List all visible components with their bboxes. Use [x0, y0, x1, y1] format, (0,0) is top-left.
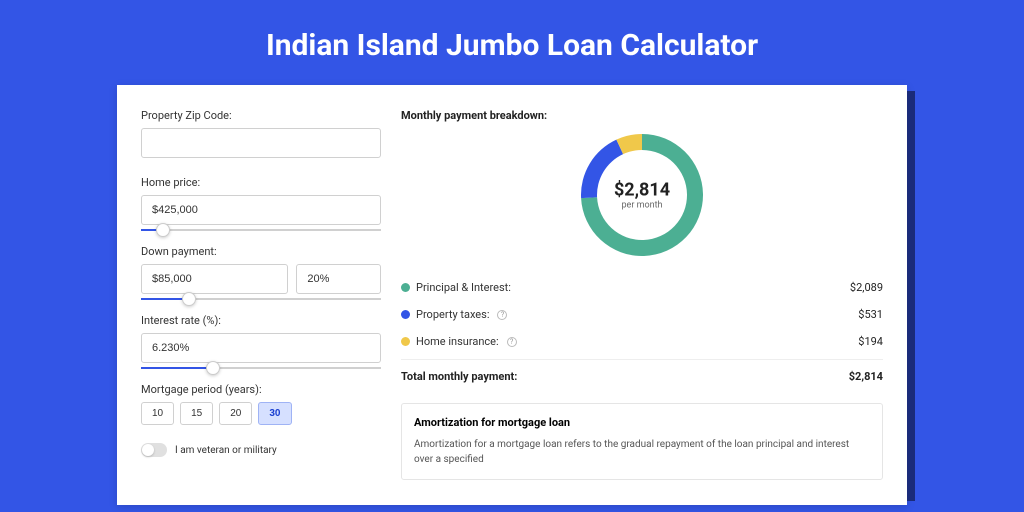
amortization-box: Amortization for mortgage loan Amortizat…	[401, 403, 883, 480]
period-option-20[interactable]: 20	[219, 402, 252, 425]
home-price-slider-thumb[interactable]	[156, 223, 170, 237]
legend-value-insurance: $194	[858, 335, 883, 348]
form-panel: Property Zip Code: Home price: Down paym…	[141, 109, 381, 481]
zip-label: Property Zip Code:	[141, 109, 381, 122]
down-payment-label: Down payment:	[141, 245, 381, 258]
breakdown-panel: Monthly payment breakdown: $2,814 per mo…	[401, 109, 883, 481]
down-payment-slider[interactable]	[141, 298, 381, 300]
legend-value-taxes: $531	[858, 308, 883, 321]
zip-input[interactable]	[141, 128, 381, 158]
interest-rate-input[interactable]	[141, 333, 381, 363]
interest-rate-label: Interest rate (%):	[141, 314, 381, 327]
donut-amount: $2,814	[614, 180, 670, 201]
legend-value-pi: $2,089	[850, 281, 883, 294]
down-payment-percent-input[interactable]	[296, 264, 381, 294]
interest-rate-slider-thumb[interactable]	[206, 361, 220, 375]
legend-row-insurance: Home insurance: ? $194	[401, 328, 883, 355]
down-payment-group: Down payment:	[141, 245, 381, 300]
interest-rate-group: Interest rate (%):	[141, 314, 381, 369]
down-payment-amount-input[interactable]	[141, 264, 288, 294]
home-price-group: Home price:	[141, 176, 381, 231]
legend-label-pi: Principal & Interest:	[416, 281, 511, 294]
down-payment-slider-thumb[interactable]	[182, 292, 196, 306]
donut-chart: $2,814 per month	[401, 134, 883, 256]
legend-label-insurance: Home insurance:	[416, 335, 499, 348]
dot-property-taxes	[401, 310, 410, 319]
zip-group: Property Zip Code:	[141, 109, 381, 162]
veteran-label: I am veteran or military	[175, 445, 277, 456]
veteran-toggle[interactable]	[141, 443, 167, 457]
amortization-text: Amortization for a mortgage loan refers …	[414, 437, 870, 467]
total-row: Total monthly payment: $2,814	[401, 359, 883, 393]
legend-row-taxes: Property taxes: ? $531	[401, 301, 883, 328]
info-icon[interactable]: ?	[497, 310, 507, 320]
home-price-label: Home price:	[141, 176, 381, 189]
info-icon[interactable]: ?	[507, 337, 517, 347]
page-title: Indian Island Jumbo Loan Calculator	[0, 0, 1024, 85]
period-option-10[interactable]: 10	[141, 402, 174, 425]
veteran-row: I am veteran or military	[141, 443, 381, 457]
dot-principal-interest	[401, 283, 410, 292]
breakdown-title: Monthly payment breakdown:	[401, 109, 883, 122]
mortgage-period-label: Mortgage period (years):	[141, 383, 381, 396]
dot-home-insurance	[401, 337, 410, 346]
calculator-card: Property Zip Code: Home price: Down paym…	[117, 85, 907, 505]
total-label: Total monthly payment:	[401, 370, 517, 383]
home-price-slider[interactable]	[141, 229, 381, 231]
mortgage-period-group: Mortgage period (years): 10 15 20 30	[141, 383, 381, 425]
donut-sub: per month	[614, 201, 670, 211]
mortgage-period-options: 10 15 20 30	[141, 402, 381, 425]
legend-row-pi: Principal & Interest: $2,089	[401, 274, 883, 301]
interest-rate-slider[interactable]	[141, 367, 381, 369]
legend-label-taxes: Property taxes:	[416, 308, 489, 321]
home-price-input[interactable]	[141, 195, 381, 225]
period-option-15[interactable]: 15	[180, 402, 213, 425]
period-option-30[interactable]: 30	[258, 402, 291, 425]
amortization-title: Amortization for mortgage loan	[414, 416, 870, 429]
total-value: $2,814	[849, 370, 883, 383]
